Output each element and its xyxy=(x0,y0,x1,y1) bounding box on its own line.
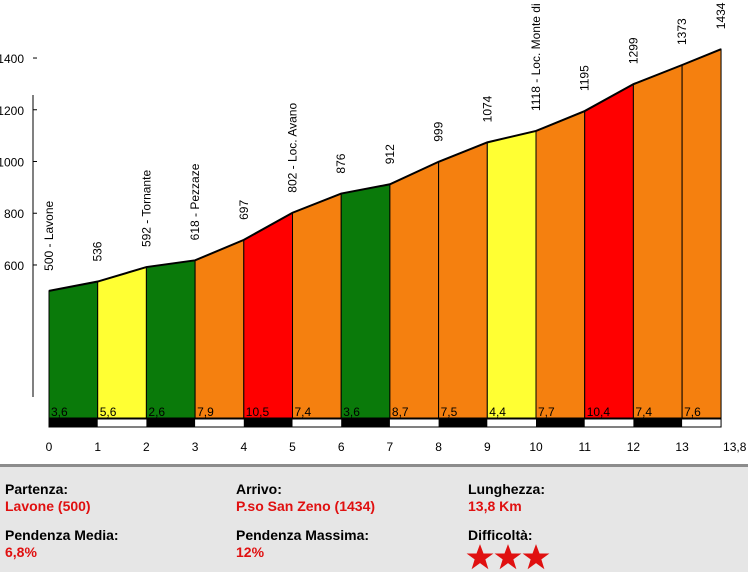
km-bar-block xyxy=(146,419,196,427)
altitude-label: 592 - Tornante xyxy=(139,170,153,247)
altitude-label: 802 - Loc. Avano xyxy=(286,103,300,193)
gradient-label: 7,4 xyxy=(635,405,652,419)
y-tick-label: 1200 xyxy=(0,104,24,118)
avg-gradient-info: Pendenza Media: 6,8% xyxy=(5,527,119,561)
end-info: Arrivo: P.so San Zeno (1434) xyxy=(236,481,375,515)
start-value: Lavone (500) xyxy=(5,498,91,514)
km-bar-block xyxy=(49,419,98,427)
segment-fill xyxy=(438,141,488,419)
gradient-segments xyxy=(48,48,722,419)
gradient-labels: 3,6 5,6 2,6 7,9 10,5 7,4 3,6 8,7 7,5 4,4 7,7 10,4 7,… xyxy=(51,405,701,419)
gradient-label: 10,4 xyxy=(587,405,611,419)
gradient-label: 7,5 xyxy=(441,405,458,419)
x-tick-label: 6 xyxy=(338,440,345,454)
gradient-label: 4,4 xyxy=(489,405,506,419)
gradient-label: 3,6 xyxy=(343,405,360,419)
segment-fill xyxy=(486,130,537,419)
altitude-label: 536 xyxy=(91,241,105,261)
max-gradient-value: 12% xyxy=(236,544,265,560)
difficulty-label: Difficoltà: xyxy=(468,527,533,543)
star-icon xyxy=(466,544,494,570)
segment-fill xyxy=(389,160,440,419)
km-bar-block xyxy=(341,419,390,427)
altitude-label: 1434 - San Zeno xyxy=(714,0,728,29)
x-tick-label: 10 xyxy=(529,440,543,454)
km-bar-block xyxy=(536,419,585,427)
x-tick-label: 13,8 xyxy=(723,440,747,454)
segment-fill xyxy=(145,259,196,419)
segment-fill xyxy=(681,48,722,419)
y-axis: 600 800 1000 1200 1400 xyxy=(0,52,37,397)
x-tick-label: 3 xyxy=(192,440,199,454)
x-tick-label: 5 xyxy=(289,440,296,454)
altitude-label: 500 - Lavone xyxy=(42,200,56,270)
gradient-label: 8,7 xyxy=(392,405,409,419)
x-tick-label: 7 xyxy=(387,440,394,454)
gradient-label: 7,9 xyxy=(197,405,214,419)
segment-fill xyxy=(243,211,293,419)
end-value: P.so San Zeno (1434) xyxy=(236,498,376,514)
gradient-label: 10,5 xyxy=(246,405,270,419)
altitude-label: 1074 xyxy=(480,95,494,122)
km-bar-block xyxy=(243,419,293,427)
y-tick-label: 600 xyxy=(4,259,24,273)
start-label: Partenza: xyxy=(5,481,69,497)
altitude-label: 1299 xyxy=(626,37,640,64)
x-axis: 0 1 2 3 4 5 6 7 8 9 10 11 12 13 13,8 xyxy=(46,418,747,454)
x-tick-label: 1 xyxy=(94,440,101,454)
x-tick-label: 12 xyxy=(627,440,641,454)
star-icon xyxy=(522,544,550,570)
altitude-labels: 500 - Lavone 536 592 - Tornante 618 - Pezza… xyxy=(42,0,728,271)
end-label: Arrivo: xyxy=(236,481,282,497)
x-tick-label: 9 xyxy=(484,440,491,454)
gradient-label: 5,6 xyxy=(100,405,117,419)
altitude-label: 912 xyxy=(383,144,397,164)
max-gradient-label: Pendenza Massima: xyxy=(236,527,370,543)
max-gradient-info: Pendenza Massima: 12% xyxy=(236,527,369,561)
km-bar-block xyxy=(633,419,683,427)
star-icon xyxy=(494,544,522,570)
altitude-label: 697 xyxy=(237,200,251,220)
length-label: Lunghezza: xyxy=(468,481,545,497)
y-tick-label: 1000 xyxy=(0,156,24,170)
info-panel: Partenza: Lavone (500) Arrivo: P.so San … xyxy=(0,464,748,572)
altitude-label: 876 xyxy=(334,153,348,173)
segment-fill xyxy=(340,183,391,419)
km-bar-block xyxy=(438,419,488,427)
gradient-label: 3,6 xyxy=(51,405,68,419)
gradient-label: 7,6 xyxy=(684,405,701,419)
x-tick-label: 4 xyxy=(240,440,247,454)
gradient-label: 2,6 xyxy=(148,405,165,419)
x-tick-label: 13 xyxy=(675,440,689,454)
avg-gradient-label: Pendenza Media: xyxy=(5,527,119,543)
altitude-label: 999 xyxy=(432,121,446,141)
length-info: Lunghezza: 13,8 Km xyxy=(468,481,545,515)
gradient-label: 7,4 xyxy=(295,405,312,419)
altitude-label: 1373 xyxy=(675,18,689,45)
segment-fill xyxy=(584,83,634,419)
difficulty-info: Difficoltà: xyxy=(468,527,533,544)
segment-fill xyxy=(632,64,683,419)
avg-gradient-value: 6,8% xyxy=(5,544,37,560)
length-value: 13,8 Km xyxy=(468,498,522,514)
altitude-label: 618 - Pezzaze xyxy=(188,163,202,240)
start-info: Partenza: Lavone (500) xyxy=(5,481,91,515)
altitude-label: 1195 xyxy=(578,65,592,91)
y-tick-label: 800 xyxy=(4,207,24,221)
x-tick-label: 2 xyxy=(143,440,150,454)
gradient-label: 7,7 xyxy=(538,405,555,419)
segment-fill xyxy=(292,192,342,419)
segment-fill xyxy=(48,280,99,419)
profile-line xyxy=(48,48,722,292)
altitude-label: 1118 - Loc. Monte di Mondaro xyxy=(529,0,543,111)
x-tick-label: 8 xyxy=(435,440,442,454)
segment-fill xyxy=(97,266,147,419)
difficulty-stars xyxy=(466,543,550,571)
x-tick-label: 11 xyxy=(578,440,591,454)
segment-fill xyxy=(194,239,245,419)
x-tick-label: 0 xyxy=(46,440,53,454)
segment-fill xyxy=(535,110,586,419)
y-tick-label: 1400 xyxy=(0,52,24,66)
